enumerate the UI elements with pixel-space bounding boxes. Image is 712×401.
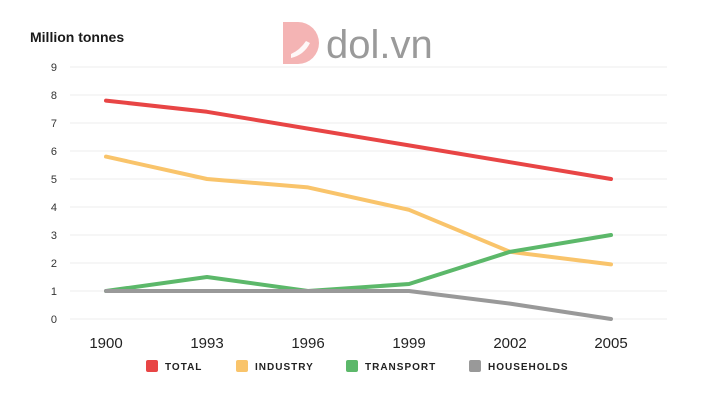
legend-label-households: HOUSEHOLDS — [488, 362, 569, 373]
legend-swatch-transport — [346, 360, 358, 372]
x-tick-label: 1993 — [190, 335, 223, 352]
watermark: dol.vn — [283, 22, 433, 67]
x-tick-label: 1900 — [89, 335, 122, 352]
legend-label-transport: TRANSPORT — [365, 362, 436, 373]
legend-swatch-industry — [236, 360, 248, 372]
legend-label-total: TOTAL — [165, 362, 202, 373]
series-line-households — [104, 289, 613, 321]
series-line-total — [104, 98, 613, 181]
series-line-industry — [104, 154, 613, 267]
x-tick-label: 2002 — [493, 335, 526, 352]
legend-label-industry: INDUSTRY — [255, 362, 314, 373]
x-axis-ticks: 1900 1993 1996 1999 2002 2005 — [89, 335, 627, 352]
y-tick-label: 7 — [51, 118, 57, 130]
legend-swatch-total — [146, 360, 158, 372]
y-tick-label: 1 — [51, 286, 57, 298]
y-tick-label: 6 — [51, 146, 57, 158]
y-tick-label: 4 — [51, 202, 57, 214]
watermark-text: dol.vn — [326, 23, 433, 67]
y-axis-ticks: 0 1 2 3 4 5 6 7 8 9 — [51, 62, 57, 326]
x-tick-label: 2005 — [594, 335, 627, 352]
legend: TOTAL INDUSTRY TRANSPORT HOUSEHOLDS — [146, 360, 569, 373]
dol-logo-icon — [283, 22, 319, 64]
y-tick-label: 3 — [51, 230, 57, 242]
legend-swatch-households — [469, 360, 481, 372]
x-tick-label: 1999 — [392, 335, 425, 352]
series-lines — [104, 98, 613, 321]
y-tick-label: 5 — [51, 174, 57, 186]
x-tick-label: 1996 — [291, 335, 324, 352]
y-axis-label: Million tonnes — [30, 29, 124, 45]
series-line-transport — [104, 233, 613, 293]
y-tick-label: 8 — [51, 90, 57, 102]
y-tick-label: 9 — [51, 62, 57, 74]
y-tick-label: 2 — [51, 258, 57, 270]
y-tick-label: 0 — [51, 314, 57, 326]
